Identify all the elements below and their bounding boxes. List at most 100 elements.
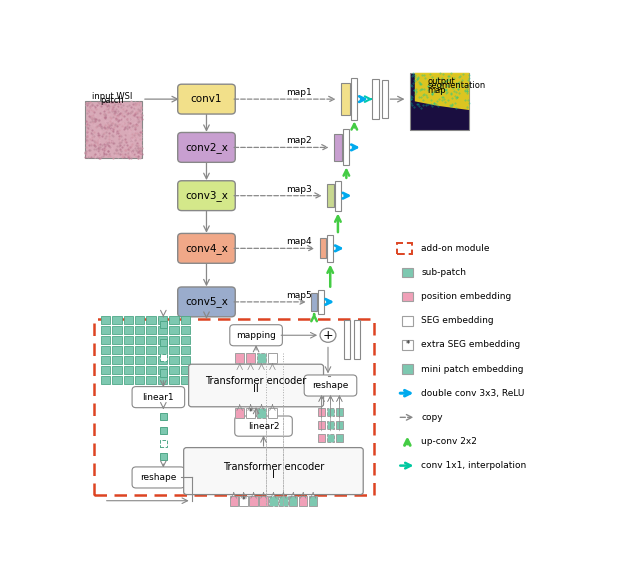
Bar: [160, 453, 167, 460]
Bar: [180, 346, 190, 354]
Bar: [101, 356, 110, 364]
Bar: [101, 316, 110, 324]
Text: map4: map4: [286, 237, 312, 246]
Bar: [372, 79, 379, 119]
Bar: [158, 366, 167, 374]
Text: add-on module: add-on module: [421, 244, 490, 253]
Text: up-conv 2x2: up-conv 2x2: [421, 437, 477, 446]
Bar: [147, 356, 156, 364]
Bar: [158, 376, 167, 384]
FancyBboxPatch shape: [230, 325, 282, 346]
Bar: [124, 325, 133, 334]
Bar: [124, 336, 133, 344]
Bar: [318, 434, 325, 442]
Bar: [112, 366, 122, 374]
Text: map3: map3: [286, 185, 312, 194]
Bar: [124, 356, 133, 364]
Bar: [112, 376, 122, 384]
Text: mapping: mapping: [236, 331, 276, 340]
Bar: [268, 408, 277, 418]
Bar: [180, 366, 190, 374]
Bar: [160, 321, 167, 328]
Text: double conv 3x3, ReLU: double conv 3x3, ReLU: [421, 389, 525, 398]
Bar: [101, 346, 110, 354]
Bar: [259, 496, 268, 506]
Bar: [299, 496, 307, 506]
Bar: [180, 316, 190, 324]
Bar: [335, 181, 341, 210]
Bar: [170, 366, 179, 374]
Bar: [147, 376, 156, 384]
Text: conv2_x: conv2_x: [185, 142, 228, 153]
Bar: [257, 353, 266, 363]
Bar: [268, 353, 277, 363]
Bar: [320, 238, 326, 258]
Bar: [170, 376, 179, 384]
Bar: [354, 320, 360, 360]
Bar: [327, 408, 334, 416]
Bar: [309, 496, 317, 506]
Bar: [160, 339, 167, 346]
Text: linear2: linear2: [248, 422, 279, 430]
Text: output: output: [428, 77, 455, 86]
Bar: [336, 408, 343, 416]
Bar: [158, 325, 167, 334]
Bar: [402, 268, 413, 278]
Bar: [135, 356, 145, 364]
Bar: [112, 325, 122, 334]
Bar: [402, 364, 413, 374]
Text: map1: map1: [286, 88, 312, 97]
Text: map2: map2: [286, 136, 312, 145]
Text: extra SEG embedding: extra SEG embedding: [421, 340, 520, 349]
FancyBboxPatch shape: [178, 84, 236, 114]
Bar: [180, 376, 190, 384]
FancyBboxPatch shape: [235, 416, 292, 436]
Bar: [135, 376, 145, 384]
Bar: [170, 356, 179, 364]
Bar: [334, 134, 342, 161]
Text: conv 1x1, interpolation: conv 1x1, interpolation: [421, 461, 527, 470]
Bar: [235, 353, 244, 363]
Text: Transformer encoder: Transformer encoder: [205, 376, 307, 386]
Bar: [135, 336, 145, 344]
Bar: [269, 496, 278, 506]
FancyBboxPatch shape: [178, 234, 236, 263]
Polygon shape: [415, 73, 469, 110]
Text: input WSI: input WSI: [92, 92, 132, 101]
Bar: [147, 336, 156, 344]
Bar: [112, 316, 122, 324]
Bar: [257, 408, 266, 418]
Bar: [101, 336, 110, 344]
Bar: [158, 336, 167, 344]
Bar: [124, 376, 133, 384]
Bar: [147, 366, 156, 374]
Bar: [318, 290, 324, 314]
Bar: [327, 421, 334, 429]
Bar: [402, 316, 413, 325]
Bar: [112, 356, 122, 364]
Bar: [170, 325, 179, 334]
FancyBboxPatch shape: [178, 181, 236, 210]
Bar: [160, 369, 167, 377]
Bar: [101, 325, 110, 334]
FancyBboxPatch shape: [178, 132, 236, 162]
Bar: [85, 101, 142, 158]
Bar: [160, 426, 167, 434]
Bar: [135, 366, 145, 374]
Text: I: I: [272, 470, 275, 479]
Bar: [341, 83, 350, 115]
Bar: [344, 320, 350, 360]
FancyBboxPatch shape: [184, 447, 364, 495]
Bar: [160, 413, 167, 421]
Bar: [402, 340, 413, 350]
Bar: [289, 496, 298, 506]
Bar: [158, 346, 167, 354]
Text: segmentation: segmentation: [428, 82, 486, 91]
Text: sub-patch: sub-patch: [421, 268, 467, 277]
Bar: [235, 408, 244, 418]
Bar: [147, 325, 156, 334]
Bar: [180, 356, 190, 364]
Bar: [124, 346, 133, 354]
Bar: [327, 434, 334, 442]
Bar: [246, 408, 255, 418]
